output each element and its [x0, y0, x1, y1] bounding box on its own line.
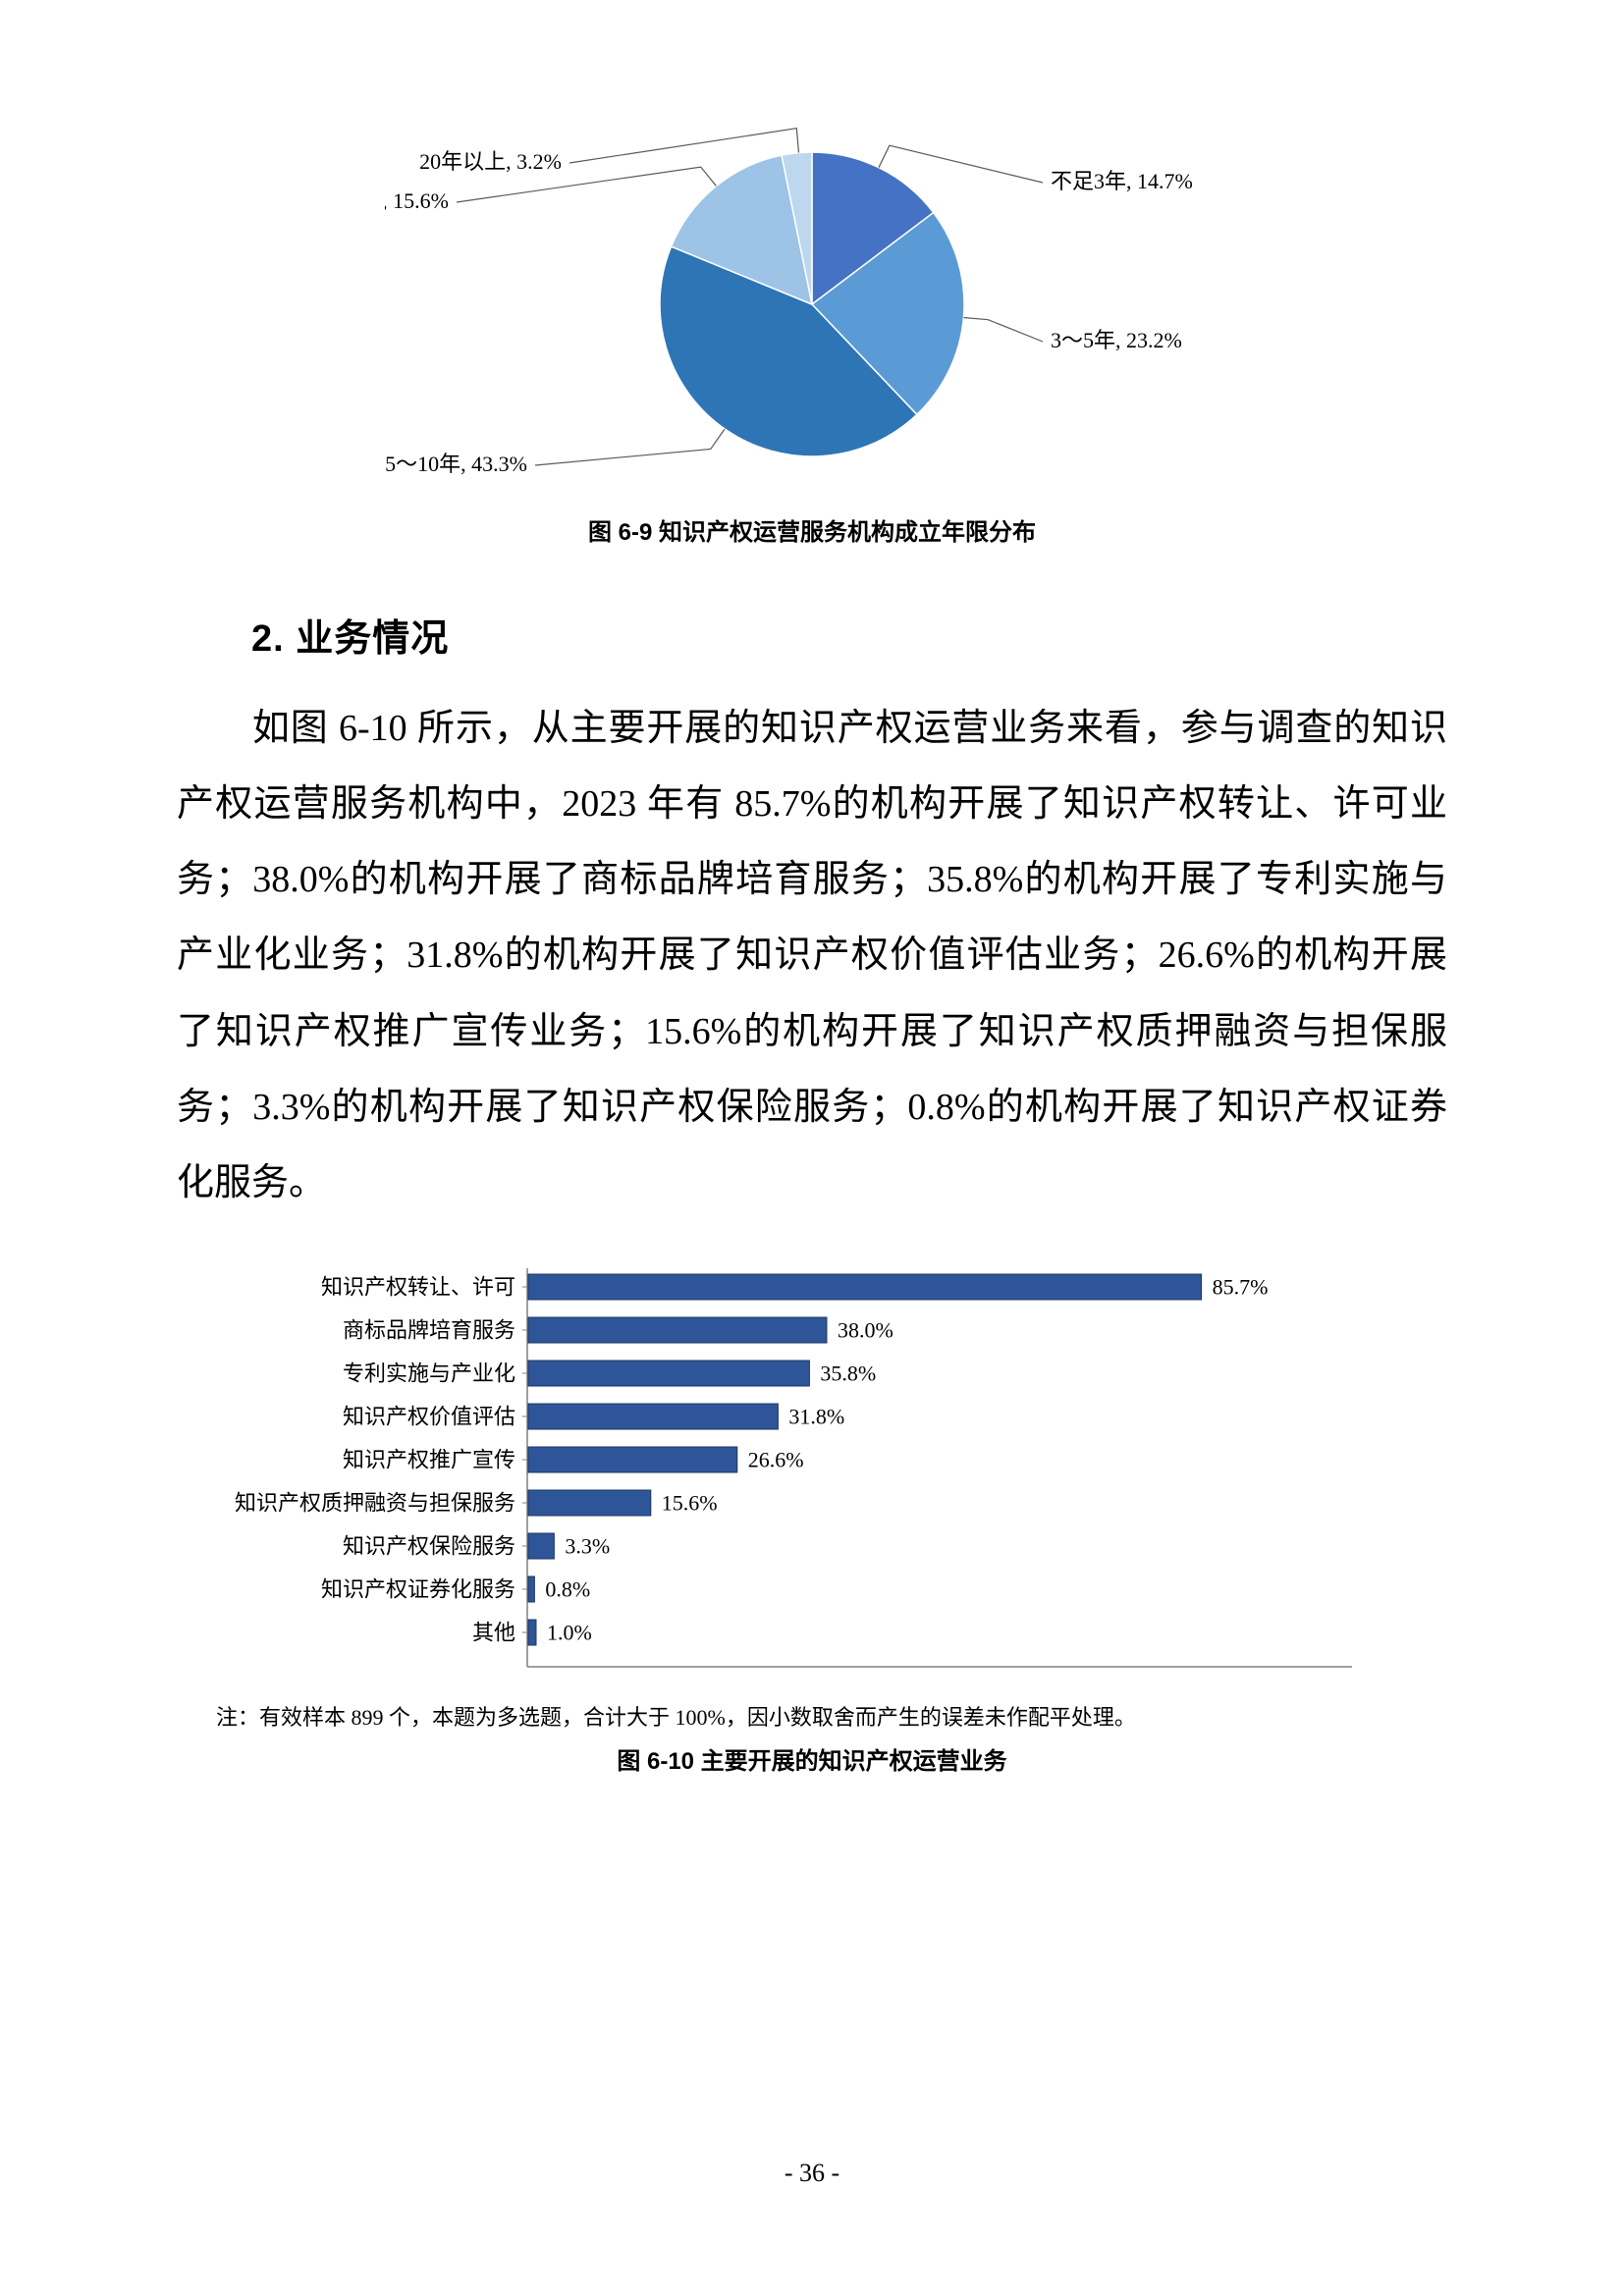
bar: [528, 1404, 778, 1429]
bar-value-label: 85.7%: [1213, 1274, 1269, 1299]
bar-value-label: 38.0%: [838, 1317, 893, 1342]
bar: [528, 1274, 1202, 1300]
bar-value-label: 1.0%: [547, 1620, 592, 1644]
bar-value-label: 0.8%: [545, 1576, 590, 1601]
pie-slice-label: 10～20年, 15.6%: [385, 188, 449, 213]
bar: [528, 1490, 651, 1516]
bar-value-label: 3.3%: [565, 1533, 610, 1558]
body-paragraph-text: 如图 6-10 所示，从主要开展的知识产权运营业务来看，参与调查的知识产权运营服…: [177, 708, 1447, 1203]
bar-category-label: 知识产权推广宣传: [343, 1447, 515, 1471]
bar-value-label: 26.6%: [748, 1447, 804, 1471]
pie-leader-line: [879, 145, 1043, 183]
bar-category-label: 知识产权证券化服务: [321, 1576, 515, 1601]
bar: [528, 1533, 554, 1559]
pie-chart: 不足3年, 14.7% 3～5年, 23.2% 5～10年, 43.3% 10～20年…: [385, 108, 1239, 501]
bar-category-label: 其他: [472, 1620, 515, 1644]
bar: [528, 1361, 809, 1386]
body-paragraph: 如图 6-10 所示，从主要开展的知识产权运营业务来看，参与调查的知识产权运营服…: [177, 691, 1447, 1221]
pie-chart-caption: 图 6-9 知识产权运营服务机构成立年限分布: [177, 512, 1447, 547]
page-number: - 36 -: [0, 2159, 1624, 2188]
bar-chart-container: 知识产权转让、许可 85.7% 商标品牌培育服务 38.0% 专利实施与产业化 35.8%…: [177, 1260, 1447, 1682]
bar-category-label: 专利实施与产业化: [343, 1361, 515, 1385]
pie-leader-line: [569, 129, 798, 163]
pie-slice-label: 5～10年, 43.3%: [385, 452, 527, 476]
bar-value-label: 15.6%: [662, 1490, 718, 1515]
bar-category-label: 知识产权保险服务: [343, 1533, 515, 1558]
bar: [528, 1447, 737, 1472]
pie-slice-label: 不足3年, 14.7%: [1051, 169, 1193, 193]
bar-chart-caption: 图 6-10 主要开展的知识产权运营业务: [177, 1741, 1447, 1776]
bar-chart: 知识产权转让、许可 85.7% 商标品牌培育服务 38.0% 专利实施与产业化 35.8%…: [233, 1260, 1391, 1682]
bar-chart-note: 注：有效样本 899 个，本题为多选题，合计大于 100%，因小数取舍而产生的误…: [216, 1700, 1447, 1732]
pie-slice-label: 20年以上, 3.2%: [419, 149, 562, 174]
pie-leader-line: [535, 429, 725, 465]
bar: [528, 1576, 534, 1602]
pie-slice-label: 3～5年, 23.2%: [1051, 328, 1182, 352]
bar-category-label: 商标品牌培育服务: [343, 1317, 515, 1342]
pie-chart-container: 不足3年, 14.7% 3～5年, 23.2% 5～10年, 43.3% 10～20年…: [177, 108, 1447, 501]
bar-value-label: 31.8%: [788, 1404, 844, 1428]
pie-leader-line: [963, 318, 1043, 342]
bar: [528, 1620, 536, 1645]
section-heading: 2. 业务情况: [251, 608, 1447, 662]
bar-category-label: 知识产权质押融资与担保服务: [235, 1490, 515, 1515]
bar: [528, 1317, 827, 1343]
bar-category-label: 知识产权价值评估: [343, 1404, 515, 1428]
bar-value-label: 35.8%: [820, 1361, 876, 1385]
bar-category-label: 知识产权转让、许可: [321, 1274, 515, 1299]
